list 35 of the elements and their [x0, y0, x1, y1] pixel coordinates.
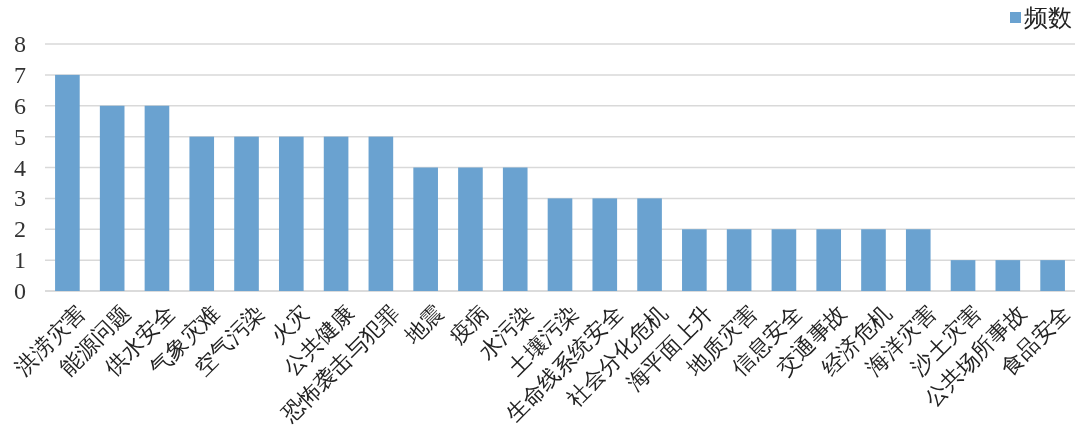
- bar: [368, 136, 394, 291]
- bar: [995, 260, 1021, 291]
- bar: [144, 105, 170, 291]
- bar: [816, 229, 842, 291]
- bar: [905, 229, 931, 291]
- y-tick-label: 5: [14, 123, 26, 150]
- bar: [458, 167, 483, 291]
- bar: [323, 136, 349, 291]
- y-tick-label: 3: [14, 185, 26, 212]
- bar: [99, 105, 125, 291]
- bar: [682, 229, 707, 291]
- bar: [771, 229, 797, 291]
- bar: [1040, 260, 1065, 291]
- y-tick-label: 2: [14, 216, 26, 243]
- bar: [234, 136, 259, 291]
- y-tick-label: 0: [14, 278, 26, 304]
- y-tick-label: 7: [14, 61, 26, 88]
- bar: [592, 198, 618, 291]
- bar: [55, 74, 80, 291]
- bar: [547, 198, 573, 291]
- bar: [861, 229, 886, 291]
- y-tick-label: 8: [14, 31, 26, 57]
- bar: [413, 167, 438, 291]
- y-tick-label: 6: [14, 92, 26, 119]
- bar: [950, 260, 976, 291]
- y-tick-label: 4: [14, 154, 26, 181]
- x-tick-label: 地震: [399, 300, 449, 350]
- bar: [726, 229, 752, 291]
- legend: 频数: [1010, 5, 1072, 31]
- bar: [278, 136, 304, 291]
- bar: [502, 167, 528, 291]
- bar: [189, 136, 215, 291]
- legend-label: 频数: [1024, 5, 1072, 31]
- bar: [637, 198, 662, 291]
- y-tick-label: 1: [14, 247, 26, 274]
